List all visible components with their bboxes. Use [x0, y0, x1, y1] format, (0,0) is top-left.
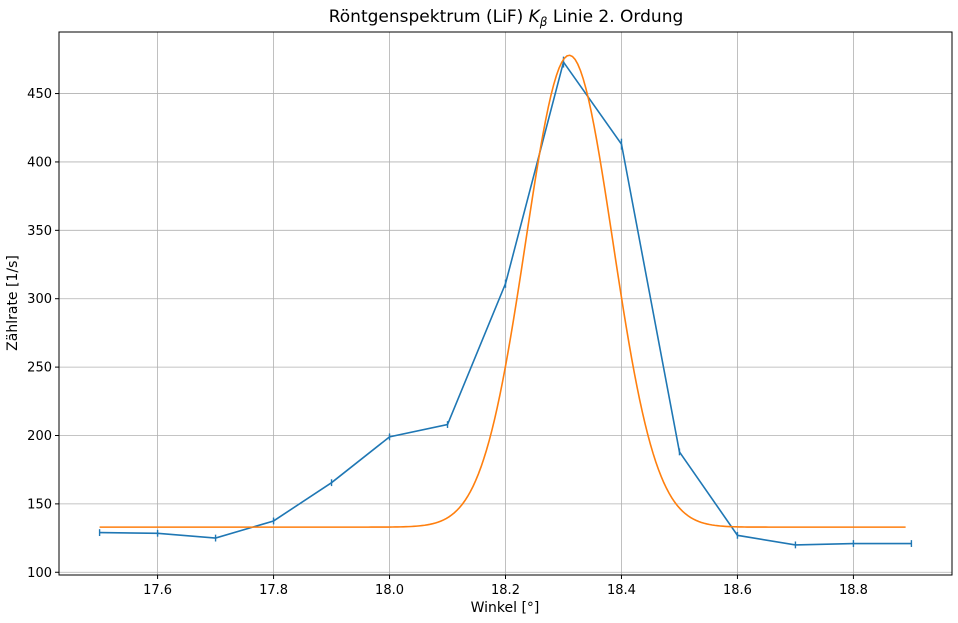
axis-ticks: 17.6 17.8 18.0 18.2 18.4 18.6 18.8 100 150 200 250…: [27, 87, 868, 598]
y-tick-label: 200: [27, 429, 52, 444]
y-tick-label: 400: [27, 155, 52, 170]
chart-title: Röntgenspektrum (LiF) Kβ Linie 2. Ordung: [329, 7, 684, 29]
series: [98, 54, 913, 549]
x-tick-label: 17.6: [143, 583, 172, 598]
title-symbol: K: [529, 7, 542, 27]
x-tick-label: 17.8: [259, 583, 288, 598]
grid: [59, 32, 952, 575]
x-tick-label: 18.4: [607, 583, 636, 598]
y-tick-label: 350: [27, 224, 52, 239]
y-tick-label: 450: [27, 87, 52, 102]
x-tick-label: 18.2: [491, 583, 520, 598]
plot-frame: [58, 31, 953, 576]
fit-curve: [99, 54, 906, 528]
x-tick-label: 18.6: [723, 583, 752, 598]
y-tick-label: 300: [27, 292, 52, 307]
x-axis-label: Winkel [°]: [471, 600, 540, 616]
title-suffix: Linie 2. Ordung: [547, 7, 683, 27]
x-tick-label: 18.8: [839, 583, 868, 598]
y-tick-label: 150: [27, 497, 52, 512]
y-tick-label: 250: [27, 361, 52, 376]
y-tick-label: 100: [27, 566, 52, 581]
y-axis-label: Zählrate [1/s]: [5, 255, 21, 351]
title-subscript: β: [539, 15, 548, 29]
x-tick-label: 18.0: [375, 583, 404, 598]
